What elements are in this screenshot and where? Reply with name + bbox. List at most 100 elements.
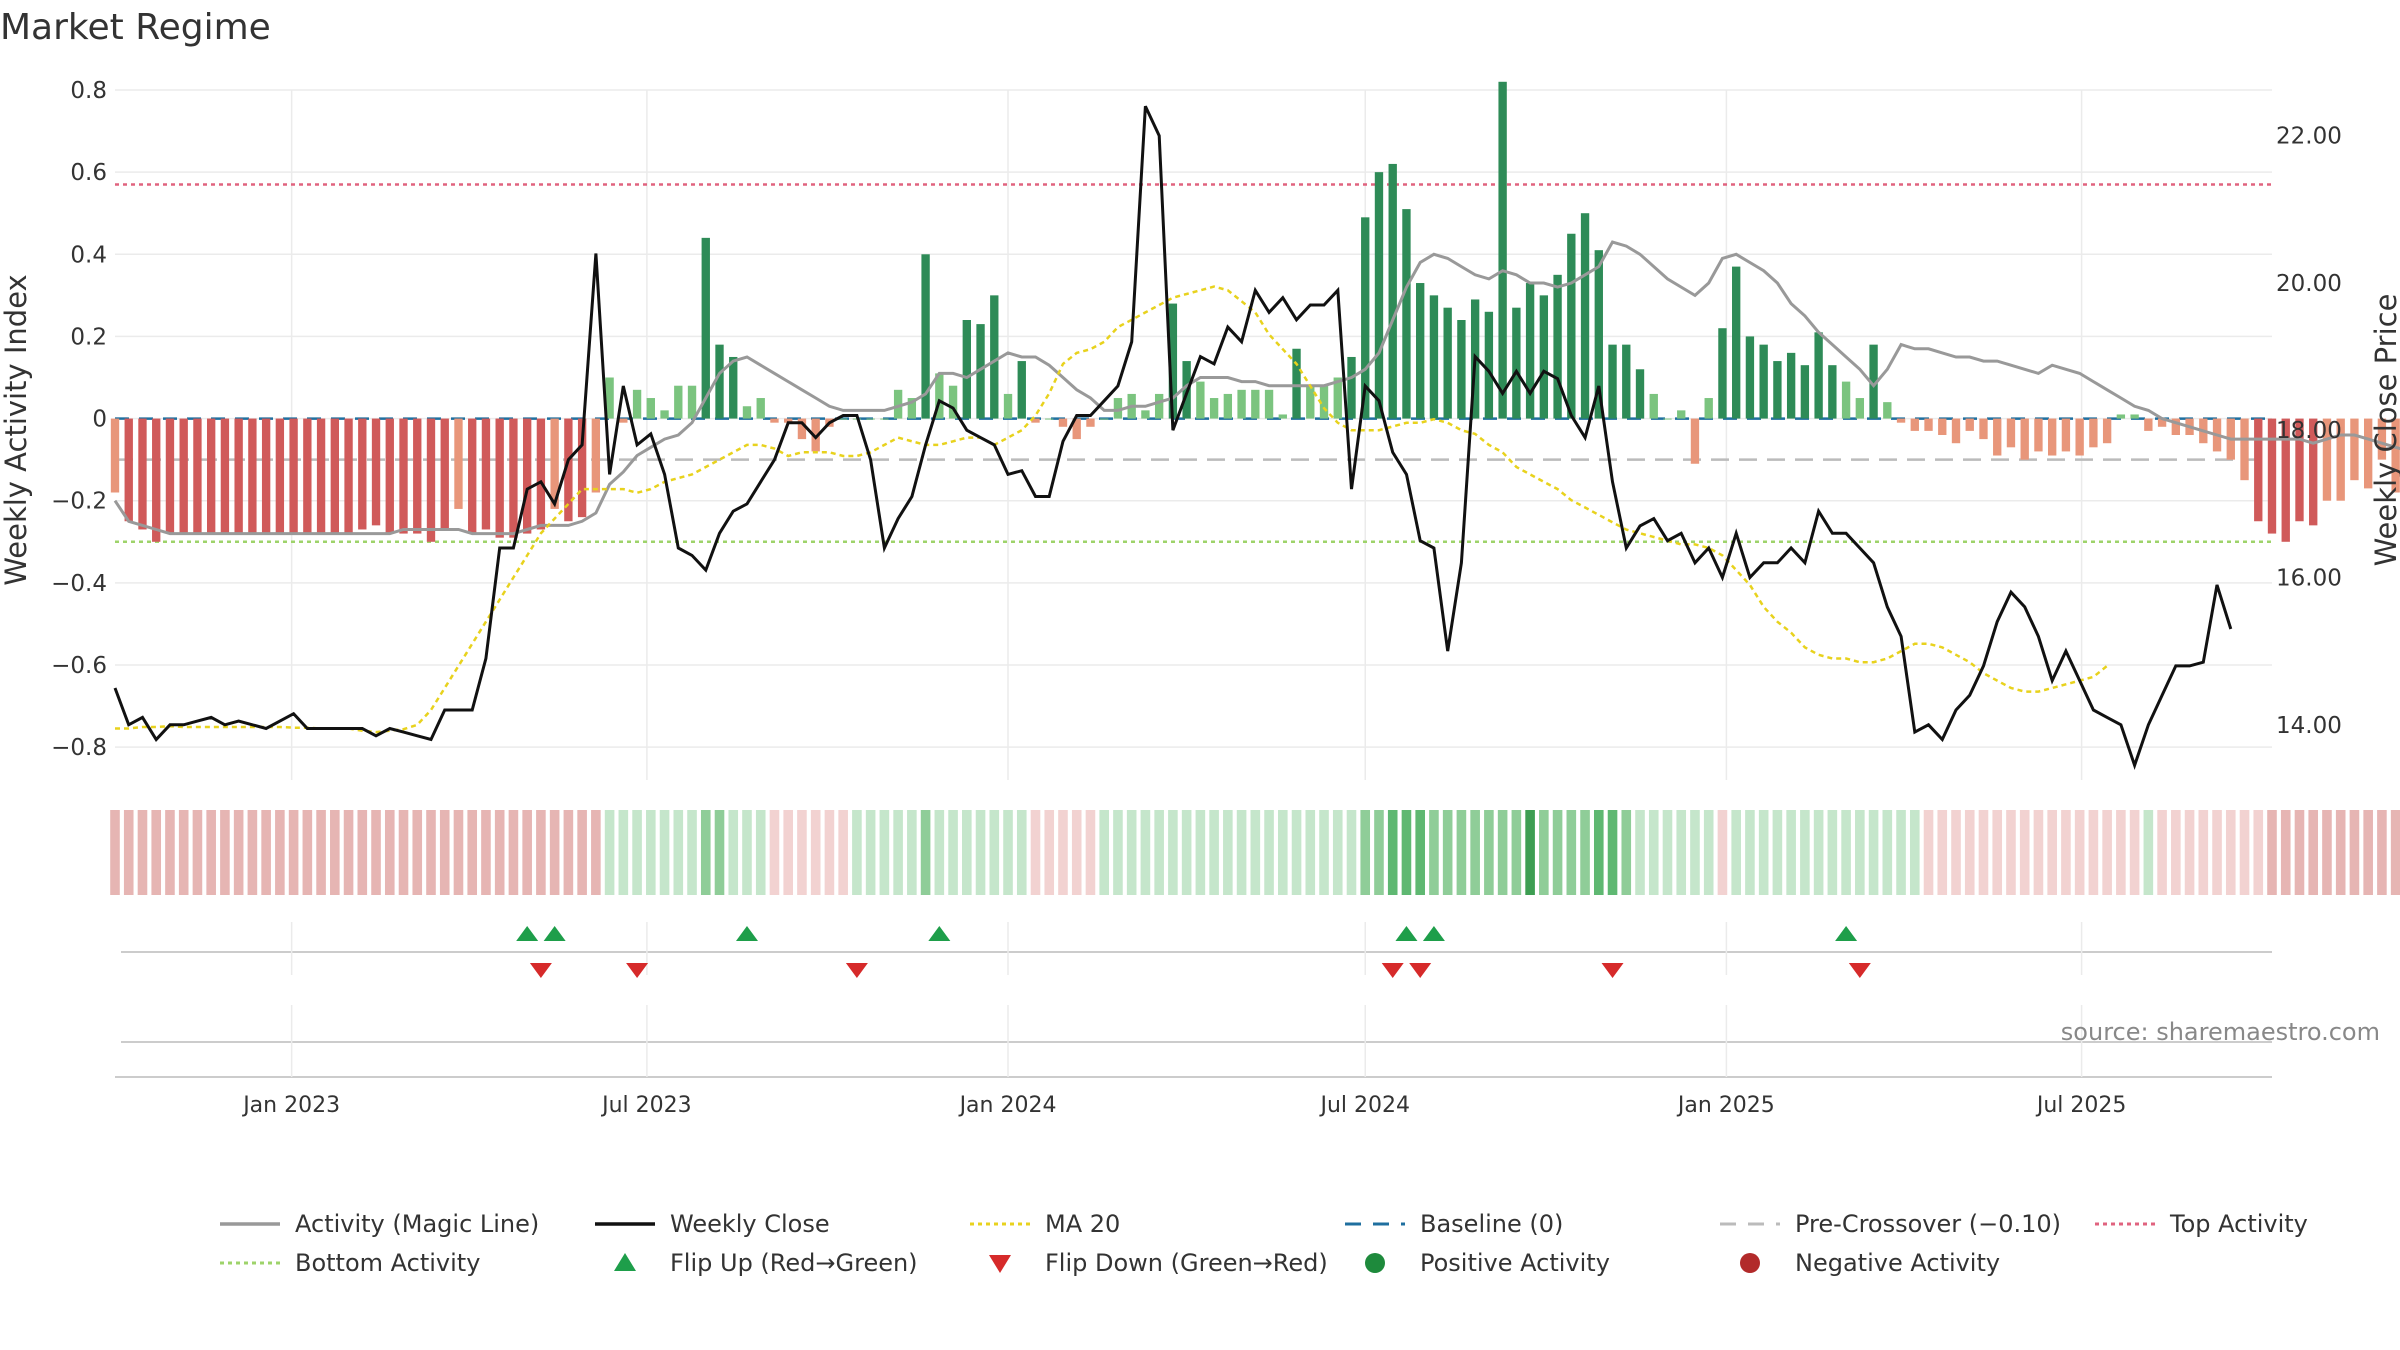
activity-bar — [413, 418, 422, 534]
regime-cell — [742, 810, 752, 895]
activity-bar — [358, 418, 367, 530]
regime-cell — [2157, 810, 2167, 895]
x-tick-label: Jan 2023 — [241, 1093, 340, 1118]
regime-cell — [1195, 810, 1206, 895]
regime-cell — [110, 810, 120, 895]
x-tick-label: Jan 2024 — [958, 1093, 1057, 1118]
activity-bar — [990, 295, 999, 419]
regime-cell — [1800, 810, 1810, 895]
activity-bar — [1690, 418, 1700, 464]
activity-bar — [1924, 418, 1933, 431]
regime-cell — [797, 810, 807, 895]
regime-cell — [2212, 810, 2222, 895]
regime-cell — [137, 810, 148, 895]
activity-bar — [1896, 418, 1906, 423]
activity-bar — [646, 398, 655, 419]
activity-bar — [2130, 414, 2139, 419]
activity-bar — [2267, 418, 2277, 534]
legend-item: Top Activity — [2095, 1210, 2308, 1238]
regime-cell — [1099, 810, 1109, 895]
regime-cell — [673, 810, 684, 895]
regime-cell — [852, 810, 862, 895]
regime-cell — [838, 810, 848, 895]
regime-cell — [1044, 810, 1055, 895]
regime-cell — [1470, 810, 1480, 895]
regime-cell — [2061, 810, 2071, 895]
activity-bar — [1635, 369, 1645, 419]
flip-up-marker — [516, 926, 539, 941]
regime-cell — [384, 810, 395, 895]
activity-bar — [330, 418, 339, 534]
regime-cell — [2335, 810, 2346, 895]
regime-cell — [810, 810, 821, 895]
regime-cell — [494, 810, 505, 895]
activity-bar — [468, 418, 477, 534]
activity-bar — [399, 418, 408, 534]
left-tick-label: 0.8 — [70, 78, 107, 104]
regime-cell — [1580, 810, 1590, 895]
regime-cell — [1264, 810, 1274, 895]
regime-cell — [1552, 810, 1563, 895]
legend-item: Negative Activity — [1740, 1249, 2000, 1277]
activity-bar — [1429, 295, 1439, 419]
activity-bar — [289, 418, 298, 534]
regime-cell — [247, 810, 258, 895]
legend-label: Baseline (0) — [1420, 1210, 1563, 1238]
flip-down-marker — [626, 963, 649, 978]
activity-bar — [1732, 266, 1741, 419]
activity-bar — [701, 237, 710, 419]
regime-cell — [1511, 810, 1522, 895]
regime-cell — [1951, 810, 1961, 895]
activity-bar — [687, 385, 697, 419]
flip-up-marker — [735, 926, 758, 941]
activity-bar — [234, 418, 243, 534]
activity-bar — [1374, 172, 1384, 419]
regime-cell — [439, 810, 450, 895]
regime-cell — [1154, 810, 1164, 895]
activity-bar — [1622, 344, 1631, 419]
magic-line — [113, 240, 2400, 536]
regime-cell — [1497, 810, 1508, 895]
activity-bar — [193, 418, 202, 534]
activity-bar — [962, 320, 971, 419]
flip-up-marker — [928, 926, 951, 941]
legend-swatch — [1365, 1253, 1385, 1273]
activity-bar — [1512, 307, 1521, 419]
activity-bar — [440, 418, 449, 530]
left-tick-label: −0.4 — [51, 571, 107, 597]
activity-bar — [1910, 418, 1919, 431]
activity-bar — [1072, 418, 1081, 440]
ma20-line — [115, 285, 2108, 734]
activity-bar — [1292, 348, 1301, 419]
activity-bar — [1677, 410, 1686, 419]
regime-cell — [1442, 810, 1453, 895]
activity-bar — [1141, 410, 1150, 419]
activity-bar — [316, 418, 326, 534]
regime-cell — [1923, 810, 1934, 895]
regime-cell — [426, 810, 436, 895]
regime-cell — [2363, 810, 2373, 895]
regime-cell — [2322, 810, 2332, 895]
regime-cell — [893, 810, 903, 895]
reference-lines — [115, 183, 2272, 544]
activity-bar — [811, 418, 820, 452]
regime-cell — [2239, 810, 2250, 895]
activity-bar — [948, 385, 958, 419]
regime-cell — [1181, 810, 1192, 895]
activity-bar — [522, 418, 532, 534]
regime-cell — [206, 810, 216, 895]
regime-cell — [2033, 810, 2044, 895]
regime-strip — [110, 810, 2400, 895]
flip-down-marker — [529, 963, 552, 978]
regime-cell — [563, 810, 574, 895]
regime-cell — [522, 810, 532, 895]
activity-bar — [1058, 418, 1068, 427]
regime-cell — [1278, 810, 1288, 895]
flip-down-marker — [1848, 963, 1871, 978]
regime-cell — [2225, 810, 2236, 895]
activity-bar — [1484, 311, 1494, 419]
activity-bar — [454, 418, 463, 509]
activity-bars — [110, 81, 2400, 542]
regime-cell — [536, 810, 546, 895]
activity-bar — [1800, 365, 1810, 419]
